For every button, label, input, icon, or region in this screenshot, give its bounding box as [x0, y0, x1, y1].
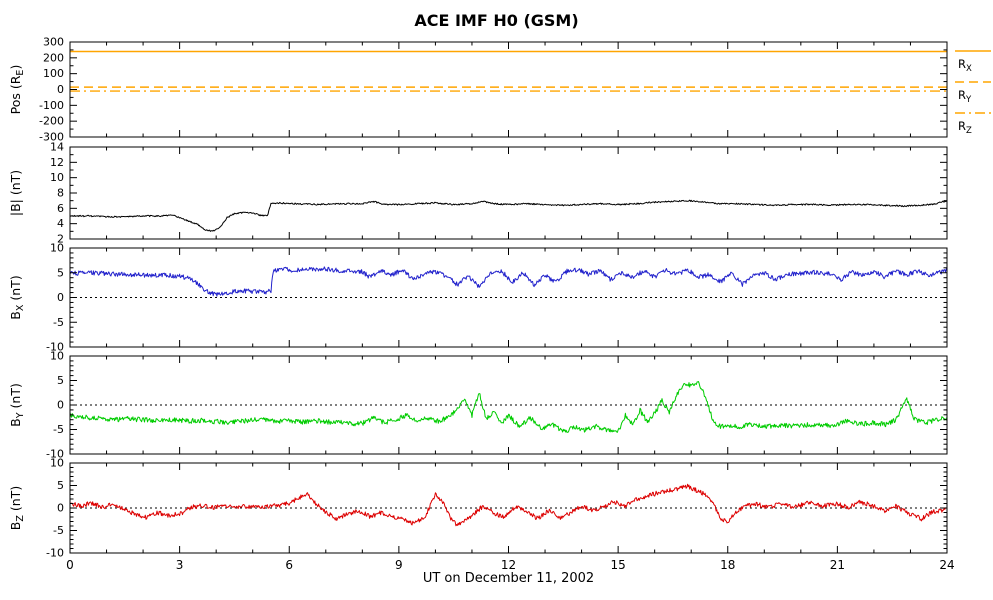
x-tick-label: 24: [939, 558, 954, 572]
y-tick-label: -10: [46, 341, 64, 354]
y-tick-label: 2: [57, 233, 64, 246]
y-tick-label: 14: [50, 141, 64, 154]
x-tick-label: 3: [176, 558, 184, 572]
x-tick-label: 9: [395, 558, 403, 572]
y-tick-label: 200: [43, 51, 64, 64]
y-axis-label: Pos (RE): [8, 65, 26, 115]
label-part: |B| (nT): [8, 170, 23, 216]
y-tick-label: -10: [46, 547, 64, 560]
y-tick-label: -5: [53, 316, 64, 329]
y-tick-label: 8: [57, 187, 64, 200]
y-tick-label: -200: [39, 115, 64, 128]
y-tick-label: 6: [57, 202, 64, 215]
y-tick-label: 4: [57, 217, 64, 230]
y-tick-label: -10: [46, 448, 64, 461]
x-tick-label: 12: [501, 558, 516, 572]
y-tick-label: -5: [53, 423, 64, 436]
y-axis-label: BZ (nT): [8, 486, 26, 530]
label-part: B: [8, 418, 23, 427]
label-part: X: [966, 64, 972, 74]
panel-frame: [69, 146, 948, 240]
label-part: E: [15, 70, 26, 76]
label-part: Pos (R: [8, 75, 23, 114]
y-tick-label: 0: [57, 291, 64, 304]
x-tick-label: 18: [720, 558, 735, 572]
y-tick-label: 12: [50, 156, 64, 169]
label-part: B: [8, 311, 23, 320]
label-part: (nT): [8, 383, 23, 412]
y-tick-label: 0: [57, 399, 64, 412]
label-part: (nT): [8, 486, 23, 515]
y-tick-label: 100: [43, 67, 64, 80]
series-Bmag: [69, 199, 948, 232]
panel-by: -10 -5 0 5 10 BY (nT): [8, 350, 948, 461]
y-tick-label: 10: [50, 242, 64, 255]
legend-label-RZ: RZ: [958, 119, 972, 136]
y-tick-label: 0: [57, 502, 64, 515]
x-tick-label: 15: [610, 558, 625, 572]
label-part: R: [958, 88, 966, 102]
panel-bx: -10 -5 0 5 10 BX (nT): [8, 242, 948, 354]
y-axis-label: BX (nT): [8, 275, 26, 319]
y-tick-label: 5: [57, 266, 64, 279]
label-part: B: [8, 522, 23, 531]
y-tick-label: -5: [53, 524, 64, 537]
y-tick-label: 10: [50, 457, 64, 470]
series-BY: [69, 381, 948, 433]
label-part: Y: [965, 95, 972, 105]
x-axis-label: UT on December 11, 2002: [422, 571, 595, 586]
panel-bmag: 2 4 6 8 10 12 14 |B| (nT): [8, 141, 948, 246]
legend-label-RX: RX: [958, 57, 972, 74]
x-tick-label: 6: [285, 558, 293, 572]
y-tick-label: -300: [39, 131, 64, 144]
label-part: (nT): [8, 275, 23, 304]
y-tick-label: 10: [50, 171, 64, 184]
panel-frame: [69, 41, 948, 138]
label-part: Y: [15, 412, 26, 419]
label-part: R: [958, 57, 966, 71]
label-part: X: [15, 304, 26, 311]
x-tick-label: 0: [66, 558, 74, 572]
y-axis-label: BY (nT): [8, 383, 26, 427]
legend-label-RY: RY: [958, 88, 972, 105]
y-tick-label: 5: [57, 374, 64, 387]
y-tick-label: 0: [57, 83, 64, 96]
label-part: ): [8, 65, 23, 70]
series-BX: [69, 266, 948, 297]
y-axis-label: |B| (nT): [8, 170, 23, 216]
label-part: Z: [966, 126, 972, 136]
series-BZ: [69, 483, 948, 527]
y-tick-label: 10: [50, 350, 64, 363]
y-tick-label: -100: [39, 99, 64, 112]
x-tick-label: 21: [830, 558, 845, 572]
label-part: R: [958, 119, 966, 133]
label-part: Z: [15, 515, 26, 522]
panel-bz: -10 -5 0 5 10 0 3 6 9 12 15 18 21 24 BZ (nT): [8, 457, 955, 573]
y-tick-label: 300: [43, 36, 64, 49]
y-tick-label: 5: [57, 479, 64, 492]
chart-title: ACE IMF H0 (GSM): [414, 11, 579, 30]
